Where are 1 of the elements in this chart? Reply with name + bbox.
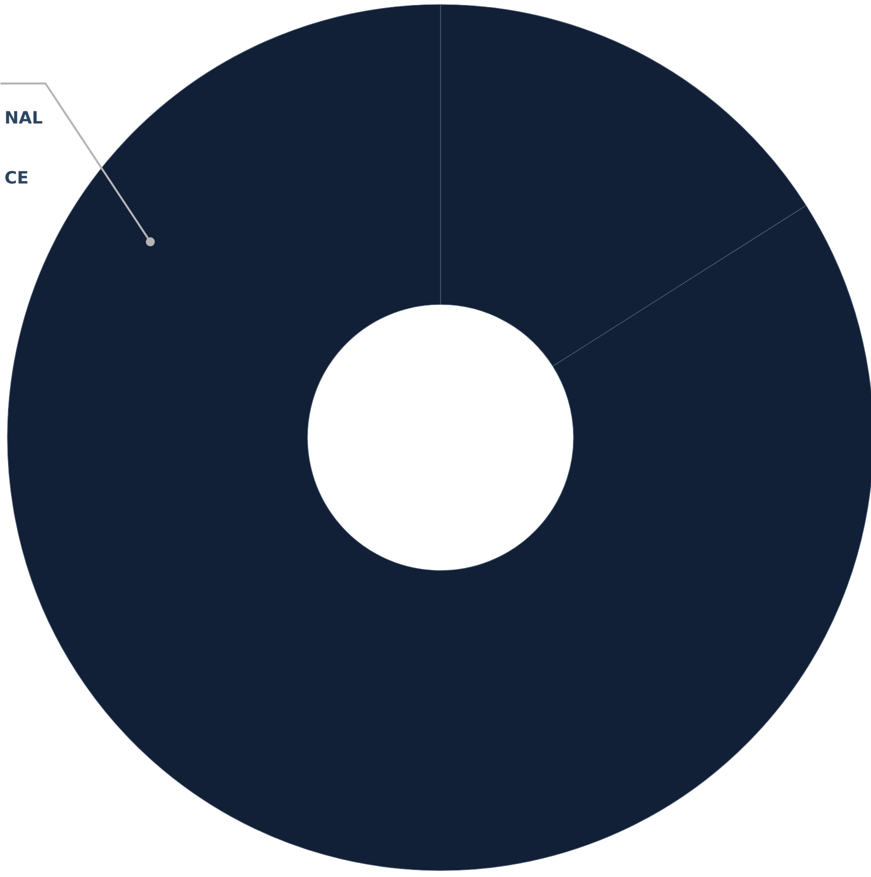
category-label: NAL CE [4,108,43,188]
